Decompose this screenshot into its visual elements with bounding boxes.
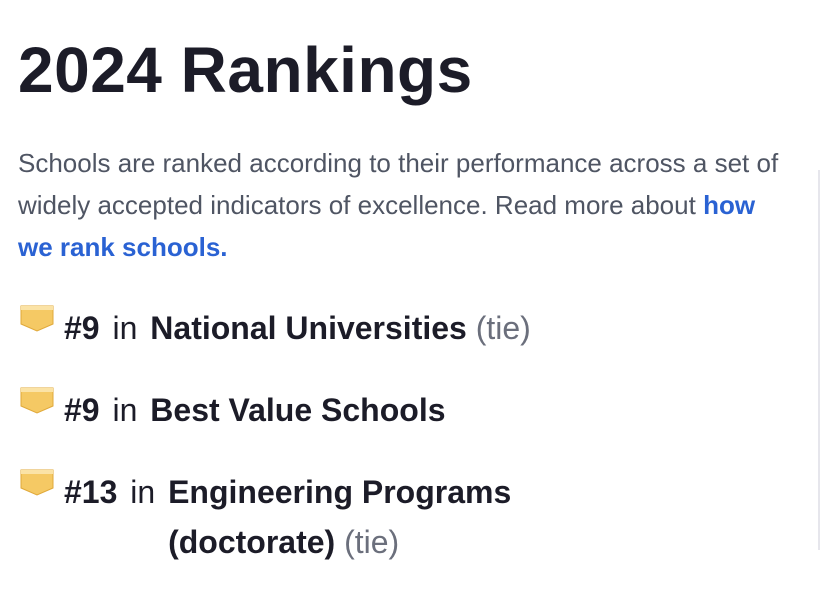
ranking-item-engineering-programs[interactable]: #13 in Engineering Programs (doctorate) … [20,467,511,567]
rank-category: Engineering Programs [168,474,512,510]
how-we-rank-link[interactable]: how we rank schools. [18,190,756,262]
rank-in-label: in [112,392,138,428]
rankings-description: Schools are ranked according to their pe… [18,142,788,268]
ranking-badge-icon [20,387,54,414]
ranking-item-national-universities[interactable]: #9 in National Universities (tie) [20,303,531,353]
rank-in-label: in [112,310,138,346]
ranking-badge-icon [20,469,54,496]
rank-in-label: in [130,474,156,510]
ranking-item-best-value-schools[interactable]: #9 in Best Value Schools [20,385,446,435]
rank-category: National Universities [150,310,467,346]
rank-number: #9 [64,310,100,346]
rank-number: #9 [64,392,100,428]
rank-category: Best Value Schools [150,392,446,428]
rank-category-qualifier: (doctorate) [168,524,336,560]
rank-tie-label: (tie) [475,310,531,346]
rank-tie-label: (tie) [344,524,400,560]
rank-number: #13 [64,474,118,510]
page-title: 2024 Rankings [18,34,473,106]
ranking-badge-icon [20,305,54,332]
rank-category-wrap: Engineering Programs (doctorate) (tie) [168,467,511,567]
description-text: Schools are ranked according to their pe… [18,148,779,220]
scroll-edge-divider [818,170,820,550]
